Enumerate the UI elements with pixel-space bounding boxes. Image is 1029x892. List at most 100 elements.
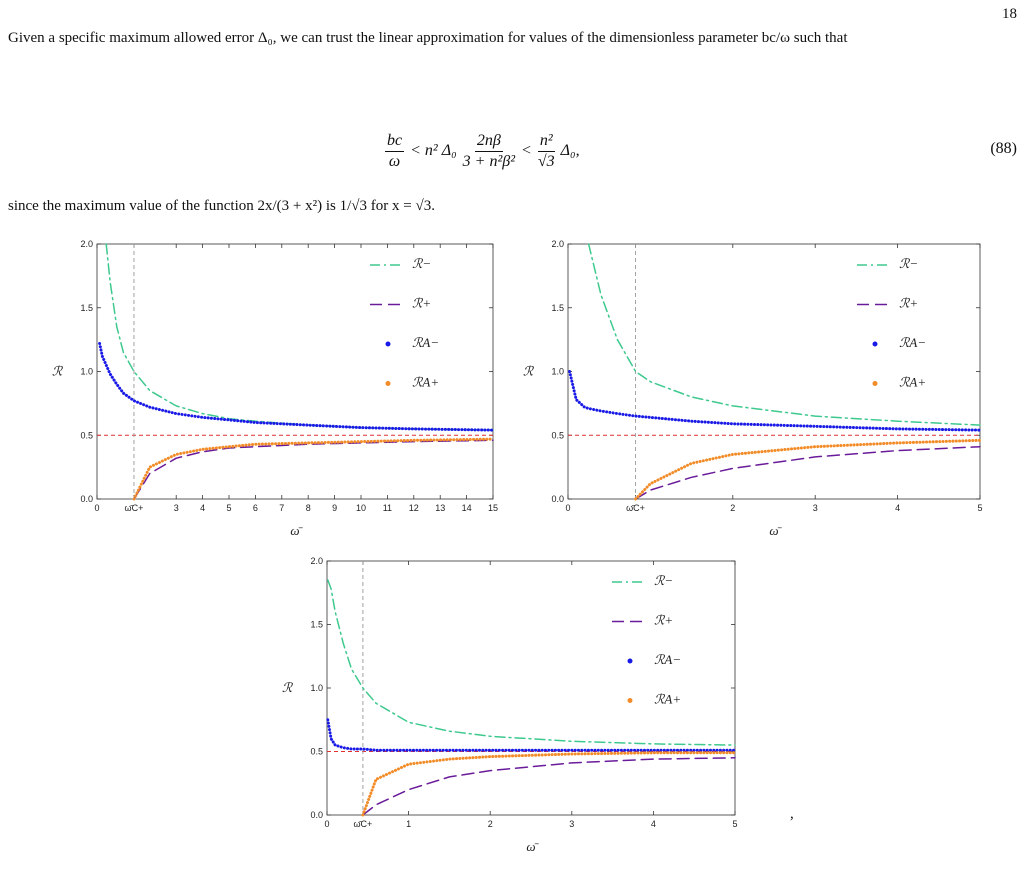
legend-label: ℛA+ (654, 691, 681, 706)
equation-number: (88) (990, 140, 1017, 157)
y-tick-label: 0.0 (80, 494, 93, 504)
legend-label: ℛA+ (899, 374, 926, 389)
x-tick-label: 13 (435, 503, 445, 513)
x-tick-label: 14 (462, 503, 472, 513)
x-tick-label: 4 (651, 819, 656, 829)
series-line (133, 439, 494, 500)
legend-label: ℛ+ (412, 295, 431, 310)
y-tick-label: 0.0 (310, 810, 323, 820)
x-tick-label: 8 (306, 503, 311, 513)
equation-body: bc ω < n² Δ₀ 2nβ 3 + n²β² < n² √3 Δ₀, (385, 126, 580, 176)
x-tick-label: 4 (895, 503, 900, 513)
x-tick-label: ω̄C+ (354, 819, 373, 829)
x-tick-label: 9 (332, 503, 337, 513)
y-axis-label: ℛ (523, 364, 535, 379)
plot-frame (326, 560, 736, 816)
denominator: ω (388, 152, 401, 170)
x-axis-label: ω̄ (526, 839, 539, 854)
y-axis-label: ℛ (282, 680, 294, 695)
chart: 0.0 0.5 1.0 1.5 2.0 0 ω̄C+ 1 2 3 4 5 ℛ− ℛ+ ℛA− ℛA+ ω̄ ℛ (282, 556, 738, 854)
y-tick-label: 2.0 (80, 239, 93, 249)
denominator: √3 (537, 152, 555, 170)
series-line (587, 243, 981, 426)
legend-label: ℛA+ (412, 374, 439, 389)
y-tick-label: 1.5 (310, 620, 323, 630)
fraction: bc ω (385, 131, 405, 172)
x-tick-label: 6 (253, 503, 258, 513)
legend-label: ℛ− (899, 256, 918, 271)
y-tick-label: 1.5 (551, 303, 564, 313)
y-tick-label: 1.0 (80, 367, 93, 377)
y-tick-label: 1.0 (551, 367, 564, 377)
y-axis-label: ℛ (52, 364, 64, 379)
denominator: 3 + n²β² (462, 152, 516, 170)
legend-label: ℛ+ (899, 295, 918, 310)
page-number: 18 (1002, 6, 1017, 22)
y-tick-label: 1.5 (80, 303, 93, 313)
x-tick-label: 7 (279, 503, 284, 513)
x-tick-label: 2 (730, 503, 735, 513)
legend-marker (385, 341, 391, 347)
x-tick-label: 11 (383, 503, 392, 513)
numerator: bc (385, 131, 405, 152)
x-tick-label: 0 (565, 503, 570, 513)
x-axis-label: ω̄ (769, 523, 782, 538)
legend-marker (627, 658, 633, 664)
y-tick-label: 0.5 (310, 747, 323, 757)
legend-label: ℛ+ (654, 612, 673, 627)
legend-label: ℛA− (412, 335, 439, 350)
y-tick-label: 2.0 (310, 556, 323, 566)
equation-term: < n² Δ₀ (410, 142, 457, 159)
x-tick-label: 2 (488, 819, 493, 829)
x-tick-label: ω̄C+ (626, 503, 645, 513)
legend-label: ℛA− (654, 652, 681, 667)
equation: bc ω < n² Δ₀ 2nβ 3 + n²β² < n² √3 Δ₀, (88) (0, 126, 1029, 176)
chart: 0.0 0.5 1.0 1.5 2.0 0 ω̄C+ 3 4 5 6 7 8 9 10 11 12 13 14 15 ℛ… (52, 239, 498, 538)
fraction: n² √3 (537, 131, 555, 172)
x-tick-label: 12 (409, 503, 419, 513)
numerator: 2nβ (474, 131, 503, 152)
trailing-comma: , (790, 806, 794, 822)
y-tick-label: 0.5 (80, 430, 93, 440)
series-line (634, 445, 981, 500)
x-tick-label: 5 (977, 503, 982, 513)
legend-label: ℛA− (899, 335, 926, 350)
x-tick-label: 3 (569, 819, 574, 829)
x-tick-label: 4 (200, 503, 205, 513)
chart: 0.0 0.5 1.0 1.5 2.0 0 ω̄C+ 2 3 4 5 ℛ− ℛ+ ℛA− ℛA+ ω̄ ℛ (523, 239, 983, 538)
x-tick-label: 1 (406, 819, 411, 829)
series-line (132, 437, 495, 501)
x-tick-label: 0 (324, 819, 329, 829)
legend-marker (385, 381, 391, 386)
x-tick-label: 5 (732, 819, 737, 829)
equation-term: Δ₀, (560, 142, 580, 159)
y-tick-label: 0.5 (551, 430, 564, 440)
paragraph: Given a specific maximum allowed error Δ… (8, 30, 848, 46)
x-tick-label: 3 (813, 503, 818, 513)
y-tick-label: 0.0 (551, 494, 564, 504)
paragraph: since the maximum value of the function … (8, 198, 435, 214)
legend-label: ℛ− (654, 573, 673, 588)
plot-frame (567, 243, 981, 500)
series-line (361, 751, 737, 817)
series-line (634, 438, 982, 501)
x-axis-label: ω̄ (290, 523, 303, 538)
equation-term: < (521, 142, 532, 159)
series-line (327, 579, 736, 746)
series-line (98, 342, 495, 432)
legend-marker (872, 381, 878, 386)
series-line (568, 370, 982, 432)
x-tick-label: ω̄C+ (125, 503, 144, 513)
plot-frame (96, 243, 494, 500)
fraction: 2nβ 3 + n²β² (463, 131, 515, 172)
series-line (326, 718, 737, 752)
x-tick-label: 10 (356, 503, 366, 513)
series-line (362, 757, 736, 816)
legend-label: ℛ− (412, 256, 431, 271)
numerator: n² (537, 131, 555, 152)
legend-marker (872, 341, 878, 347)
x-tick-label: 5 (226, 503, 231, 513)
legend-marker (627, 698, 633, 703)
x-tick-label: 3 (174, 503, 179, 513)
x-tick-label: 0 (94, 503, 99, 513)
